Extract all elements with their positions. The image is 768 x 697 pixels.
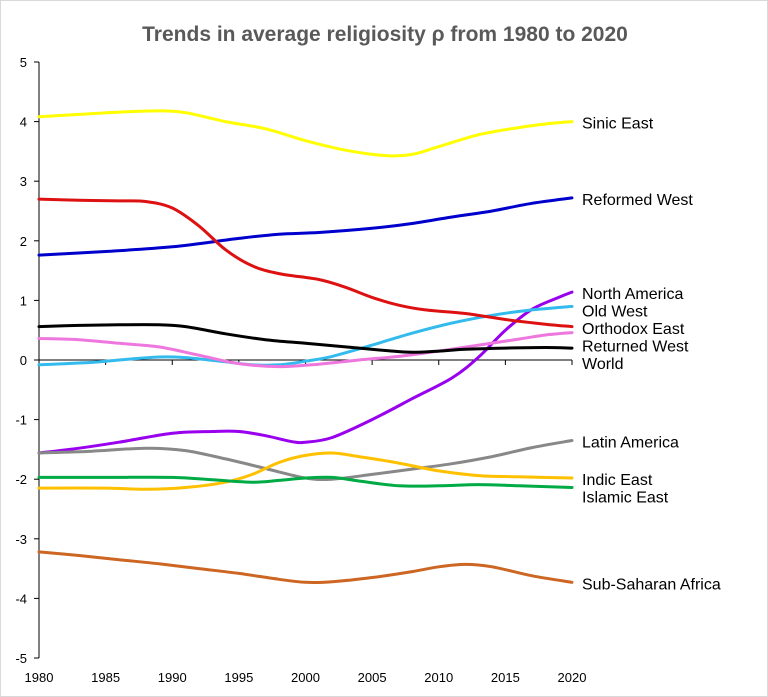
series-label-world: World [582,356,624,373]
y-tick-label: 4 [20,115,27,130]
series-label-returned-west: Returned West [582,339,689,356]
series-line-reformed-west [37,196,574,257]
x-tick-label: 1995 [224,670,253,685]
y-tick-label: 5 [20,55,27,70]
x-tick-label: 1980 [25,670,54,685]
x-tick-label: 2015 [491,670,520,685]
y-tick-label: -3 [15,532,27,547]
chart-title: Trends in average religiosity ρ from 198… [142,23,628,46]
chart-axes: 5 4 3 2 1 0 -1 -2 -3 -4 -5 1980 1985 1990 1995 2000 2005… [15,55,586,685]
series-label-latin-america: Latin America [582,435,679,452]
series-line-islamic-east [37,475,574,489]
series-label-indic-east: Indic East [582,472,653,489]
series-label-islamic-east: Islamic East [582,490,669,507]
series-line-sinic-east [37,109,574,158]
series-line-sub-saharan-africa [37,550,574,584]
series-line-orthodox-east [37,197,574,329]
series-label-sub-saharan-africa: Sub-Saharan Africa [582,576,721,593]
series-label-reformed-west: Reformed West [582,192,693,209]
y-tick-label: 0 [20,353,27,368]
series-line-returned-west [37,331,574,369]
series-line-old-west [37,304,574,367]
x-tick-label: 2010 [424,670,453,685]
series-labels: Sinic East Reformed West North AmericaOld … [582,116,721,594]
x-tick-label: 1990 [158,670,187,685]
series-label-sinic-east: Sinic East [582,116,654,133]
series-line-north-america [37,290,574,455]
series-label-old-west: Old West [582,304,648,321]
series-line-world [37,323,574,354]
y-tick-label: -2 [15,472,27,487]
x-tick-label: 2000 [291,670,320,685]
series-lines [37,109,574,584]
x-tick-label: 2005 [358,670,387,685]
y-tick-label: 2 [20,234,27,249]
y-tick-label: -4 [15,591,27,606]
x-tick-label: 1985 [91,670,120,685]
series-line-indic-east [37,451,574,491]
y-tick-label: 3 [20,174,27,189]
series-label-orthodox-east: Orthodox East [582,321,685,338]
series-line-latin-america [37,439,574,482]
y-tick-label: -5 [15,651,27,666]
series-label-north-america: North America [582,286,683,303]
x-tick-label: 2020 [558,670,587,685]
y-tick-label: -1 [15,413,27,428]
y-tick-label: 1 [20,293,27,308]
